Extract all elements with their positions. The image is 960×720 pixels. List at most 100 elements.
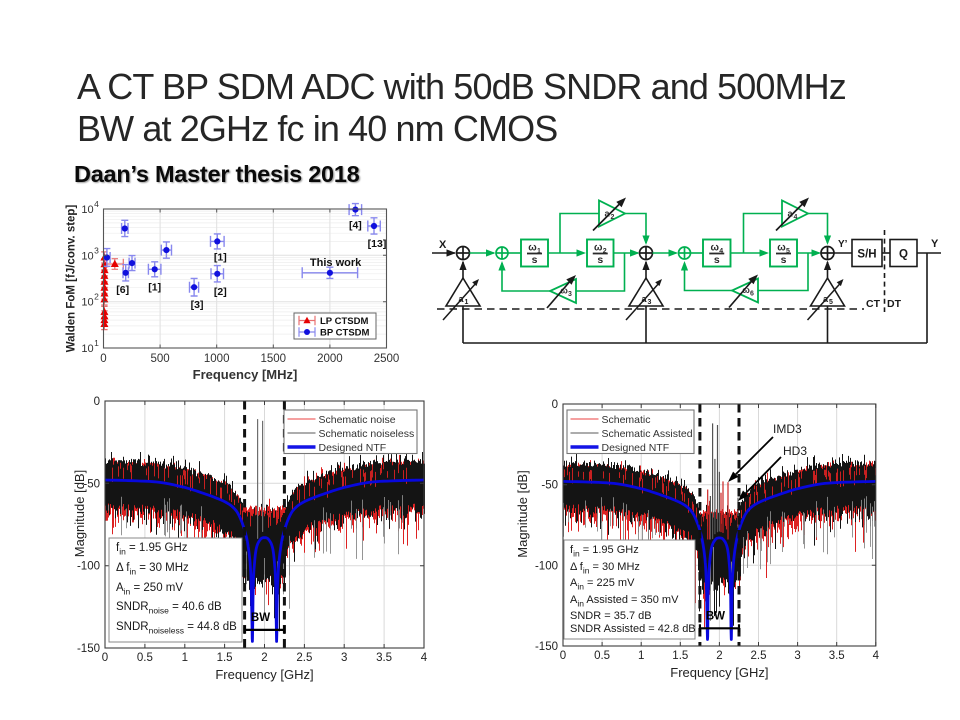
svg-text:0: 0: [102, 652, 108, 664]
svg-text:10: 10: [81, 343, 93, 355]
svg-text:a: a: [604, 209, 610, 219]
svg-text:Ain​ Assisted = 350 mV: Ain​ Assisted = 350 mV: [570, 594, 679, 609]
svg-text:3: 3: [568, 291, 572, 298]
svg-text:fin​ = 1.95 GHz: fin​ = 1.95 GHz: [116, 542, 188, 557]
svg-text:Q: Q: [899, 249, 908, 261]
svg-text:Schematic: Schematic: [602, 414, 651, 426]
svg-text:2.5: 2.5: [296, 652, 312, 664]
svg-text:5: 5: [786, 248, 790, 255]
svg-text:3.5: 3.5: [829, 650, 845, 662]
svg-text:Schematic noiseless: Schematic noiseless: [319, 428, 415, 440]
svg-text:s: s: [597, 254, 603, 266]
svg-text:0.5: 0.5: [594, 650, 610, 662]
svg-text:[4]: [4]: [349, 220, 362, 232]
svg-text:a: a: [787, 209, 793, 219]
svg-text:10: 10: [81, 204, 93, 216]
svg-text:Frequency [GHz]: Frequency [GHz]: [670, 665, 768, 680]
svg-text:Designed NTF: Designed NTF: [602, 442, 670, 454]
svg-text:s: s: [781, 254, 787, 266]
svg-text:Frequency [MHz]: Frequency [MHz]: [193, 367, 298, 382]
svg-text:s: s: [532, 254, 538, 266]
svg-text:[3]: [3]: [191, 299, 204, 311]
svg-text:ω: ω: [711, 243, 720, 254]
svg-text:[13]: [13]: [368, 238, 387, 250]
svg-text:0: 0: [100, 353, 106, 365]
svg-text:2: 2: [716, 650, 722, 662]
svg-text:1: 1: [537, 248, 541, 255]
svg-text:BW: BW: [706, 610, 725, 622]
svg-text:2: 2: [603, 248, 607, 255]
svg-text:[6]: [6]: [116, 284, 129, 296]
svg-text:1: 1: [182, 652, 188, 664]
svg-text:-50: -50: [541, 480, 558, 492]
svg-text:DT: DT: [887, 298, 902, 310]
svg-text:Magnitude [dB]: Magnitude [dB]: [72, 470, 87, 557]
svg-text:2.5: 2.5: [751, 650, 767, 662]
svg-text:4: 4: [873, 650, 880, 662]
svg-text:ω: ω: [560, 286, 568, 296]
svg-text:2000: 2000: [317, 353, 343, 365]
svg-text:Magnitude [dB]: Magnitude [dB]: [515, 470, 530, 557]
svg-text:S/H: S/H: [857, 249, 876, 261]
svg-text:0: 0: [94, 396, 100, 408]
svg-text:-150: -150: [77, 643, 100, 655]
svg-text:[1]: [1]: [214, 251, 227, 263]
svg-text:4: 4: [794, 214, 798, 221]
svg-text:2: 2: [261, 652, 267, 664]
svg-text:-150: -150: [535, 641, 558, 653]
svg-text:2: 2: [94, 292, 99, 302]
svg-text:Walden FoM [fJ/conv. step]: Walden FoM [fJ/conv. step]: [66, 205, 78, 353]
svg-text:Ain​ = 225 mV: Ain​ = 225 mV: [570, 577, 635, 592]
svg-text:3.5: 3.5: [376, 652, 392, 664]
svg-text:3: 3: [341, 652, 347, 664]
svg-text:4: 4: [719, 248, 723, 255]
svg-text:CT: CT: [866, 298, 881, 310]
svg-text:ω: ω: [528, 243, 537, 254]
svg-text:s: s: [714, 254, 720, 266]
svg-text:10: 10: [81, 250, 93, 262]
svg-text:1.5: 1.5: [672, 650, 688, 662]
svg-text:fin​ = 1.95 GHz: fin​ = 1.95 GHz: [570, 544, 639, 559]
svg-text:ω: ω: [777, 243, 786, 254]
svg-text:0: 0: [560, 650, 566, 662]
svg-text:10: 10: [81, 297, 93, 309]
svg-text:0.5: 0.5: [137, 652, 153, 664]
svg-text:ω: ω: [594, 243, 603, 254]
svg-text:SNDR Assisted = 42.8 dB: SNDR Assisted = 42.8 dB: [570, 623, 696, 635]
svg-text:1000: 1000: [204, 353, 230, 365]
svg-text:2500: 2500: [374, 353, 400, 365]
svg-text:3: 3: [94, 245, 99, 255]
svg-text:4: 4: [94, 199, 99, 209]
svg-text:[1]: [1]: [148, 281, 161, 293]
svg-text:-100: -100: [535, 560, 558, 572]
svg-text:1500: 1500: [261, 353, 287, 365]
svg-text:6: 6: [750, 291, 754, 298]
svg-text:This work: This work: [310, 257, 362, 269]
svg-text:0: 0: [552, 399, 558, 411]
svg-text:-50: -50: [83, 478, 100, 490]
svg-text:1: 1: [94, 338, 99, 348]
svg-text:BW: BW: [251, 612, 270, 624]
svg-text:SNDRnoiseless​ = 44.8 dB: SNDRnoiseless​ = 44.8 dB: [116, 621, 237, 636]
svg-text:1: 1: [465, 299, 469, 306]
svg-text:2: 2: [611, 214, 615, 221]
svg-text:Y’: Y’: [838, 239, 848, 250]
svg-text:SNDRnoise​ = 40.6 dB: SNDRnoise​ = 40.6 dB: [116, 601, 222, 616]
svg-text:BP CTSDM: BP CTSDM: [320, 328, 370, 339]
svg-text:IMD3: IMD3: [773, 422, 802, 436]
svg-text:3: 3: [794, 650, 800, 662]
svg-text:Frequency [GHz]: Frequency [GHz]: [215, 667, 313, 682]
svg-text:Schematic Assisted: Schematic Assisted: [602, 428, 693, 440]
svg-text:500: 500: [151, 353, 170, 365]
svg-text:Schematic noise: Schematic noise: [319, 414, 396, 426]
svg-text:Designed NTF: Designed NTF: [319, 442, 387, 454]
svg-text:SNDR = 35.7 dB: SNDR = 35.7 dB: [570, 610, 652, 622]
svg-text:X: X: [439, 239, 447, 251]
svg-text:5: 5: [829, 299, 833, 306]
svg-text:ω: ω: [742, 285, 750, 295]
svg-text:-100: -100: [77, 561, 100, 573]
svg-text:Y: Y: [931, 238, 939, 250]
svg-text:Ain​ = 250 mV: Ain​ = 250 mV: [116, 582, 183, 597]
svg-text:Δ fin​ = 30 MHz: Δ fin​ = 30 MHz: [570, 561, 640, 576]
svg-text:HD3: HD3: [783, 444, 807, 458]
